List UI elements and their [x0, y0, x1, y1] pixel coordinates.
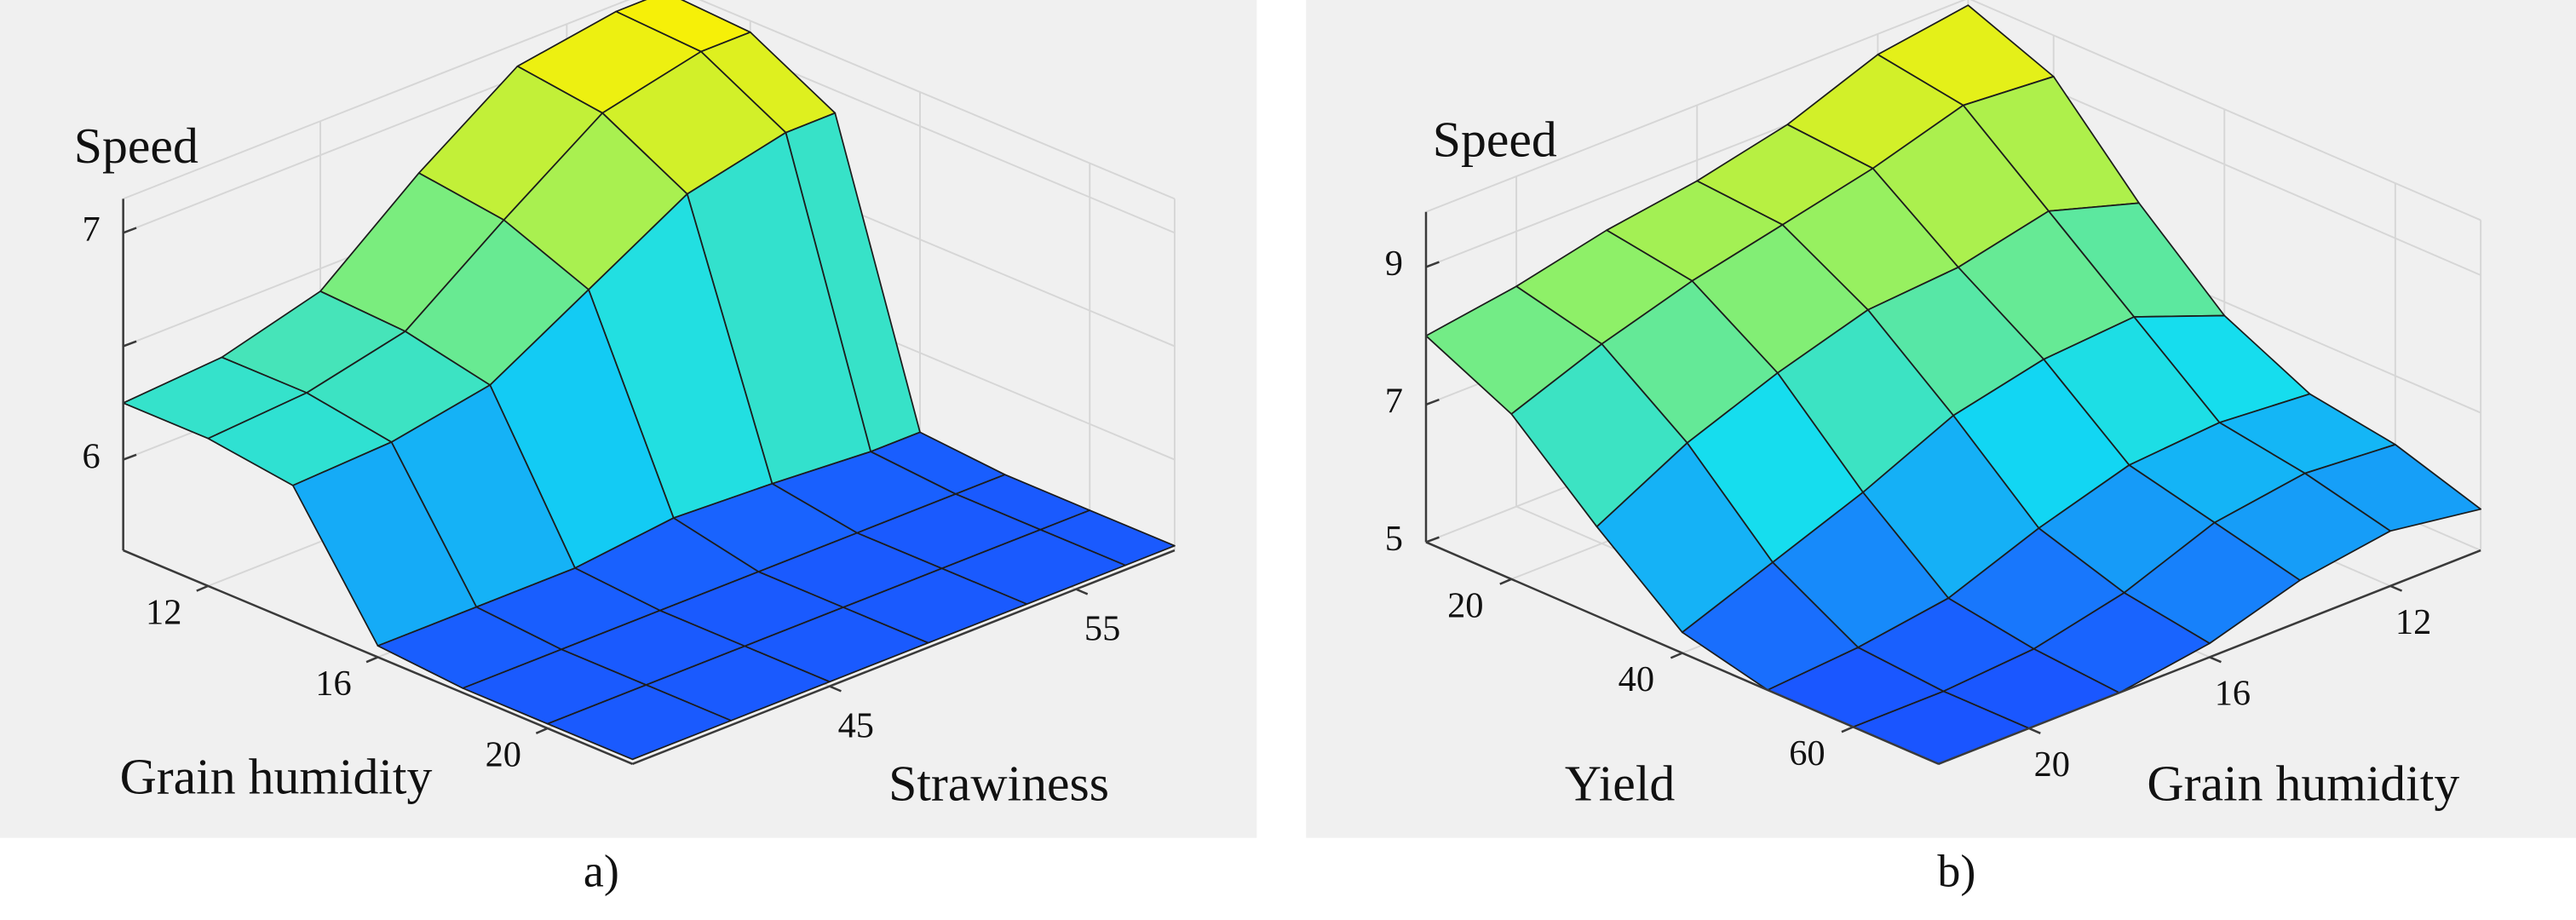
z-tick-label: 9: [1385, 244, 1403, 284]
panel-caption: b): [1937, 845, 1975, 896]
z-tick: [1425, 398, 1440, 406]
x-tick-label: 16: [315, 664, 351, 704]
z-axis-label: Speed: [1433, 111, 1557, 167]
x-axis-label: Grain humidity: [120, 749, 433, 805]
y-tick-label: 55: [1084, 609, 1120, 649]
z-tick: [123, 227, 137, 234]
y-axis-label: Grain humidity: [2147, 755, 2459, 811]
y-tick-label: 12: [2395, 602, 2431, 642]
axis-box-edge: [123, 0, 630, 200]
x-tick: [1499, 578, 1512, 585]
x-tick-label: 20: [1447, 585, 1483, 625]
axis-box-edge: [1969, 0, 2481, 221]
surface-chart: 6 7 12 16 20 45 55 Speed Grain humidity Strawines…: [74, 0, 1176, 896]
y-tick: [2209, 656, 2222, 664]
surface-chart: 5 7 9 20 40 60 20 16 12 Speed Yield Grain humidity b…: [1385, 0, 2482, 896]
z-tick-label: 6: [82, 436, 100, 476]
z-tick-label: 7: [82, 210, 100, 250]
panel-caption: a): [584, 845, 619, 896]
y-tick: [829, 685, 842, 693]
y-axis-label: Strawiness: [888, 755, 1109, 811]
x-axis-label: Yield: [1565, 755, 1676, 811]
z-tick: [123, 453, 137, 461]
x-tick-label: 12: [146, 592, 181, 632]
y-tick: [1075, 588, 1089, 595]
y-tick-label: 20: [2034, 745, 2070, 785]
x-tick-label: 60: [1789, 733, 1825, 773]
surface-facet: [546, 684, 733, 761]
z-tick-label: 5: [1385, 519, 1403, 559]
x-tick: [196, 584, 209, 592]
y-tick: [2028, 727, 2041, 734]
y-tick: [2389, 584, 2403, 592]
x-tick: [535, 727, 549, 734]
z-axis-label: Speed: [74, 118, 198, 174]
x-tick: [1670, 652, 1683, 659]
z-tick-label: 7: [1385, 382, 1403, 422]
axis-box-edge: [698, 0, 1176, 200]
x-tick: [1841, 726, 1854, 733]
y-tick-label: 45: [838, 705, 874, 745]
x-tick-label: 20: [486, 734, 521, 774]
x-tick: [365, 656, 379, 664]
z-tick: [1425, 261, 1440, 268]
y-axis-line: [632, 549, 1176, 765]
x-tick-label: 40: [1619, 659, 1654, 699]
z-tick: [123, 340, 137, 348]
z-tick: [1425, 536, 1440, 543]
axis-box-edge: [1425, 0, 1967, 213]
y-tick-label: 16: [2215, 673, 2251, 713]
